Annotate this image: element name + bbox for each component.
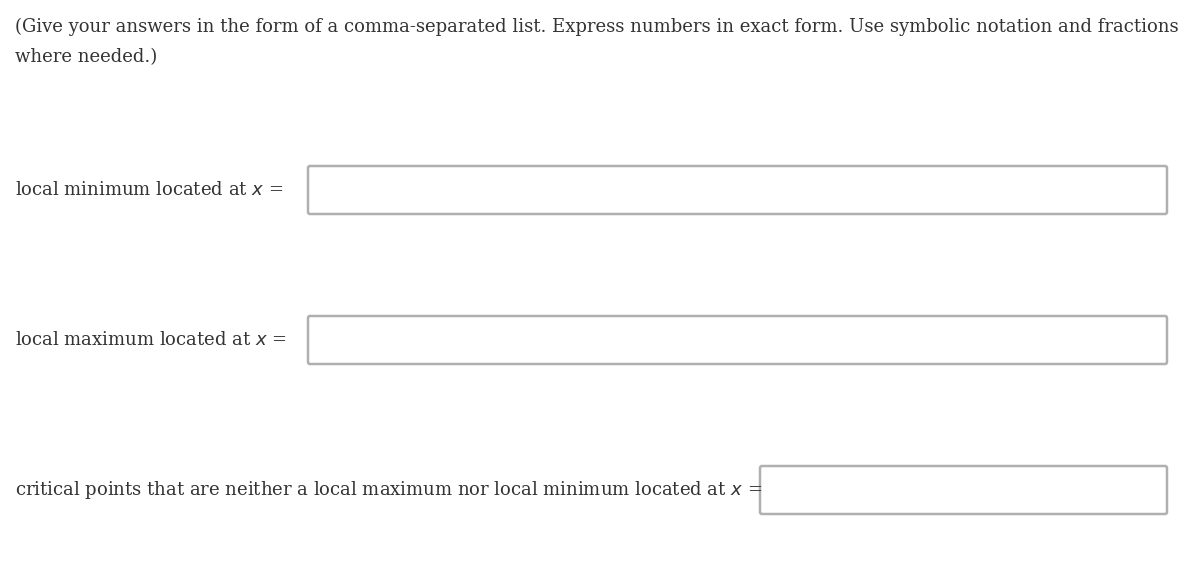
FancyBboxPatch shape [308,166,1166,214]
Text: critical points that are neither a local maximum nor local minimum located at $x: critical points that are neither a local… [14,479,762,501]
Text: local maximum located at $x$ =: local maximum located at $x$ = [14,331,287,349]
Text: (Give your answers in the form of a comma-separated list. Express numbers in exa: (Give your answers in the form of a comm… [14,18,1178,36]
Text: where needed.): where needed.) [14,48,157,66]
Text: local minimum located at $x$ =: local minimum located at $x$ = [14,181,283,199]
FancyBboxPatch shape [760,466,1166,514]
FancyBboxPatch shape [308,316,1166,364]
